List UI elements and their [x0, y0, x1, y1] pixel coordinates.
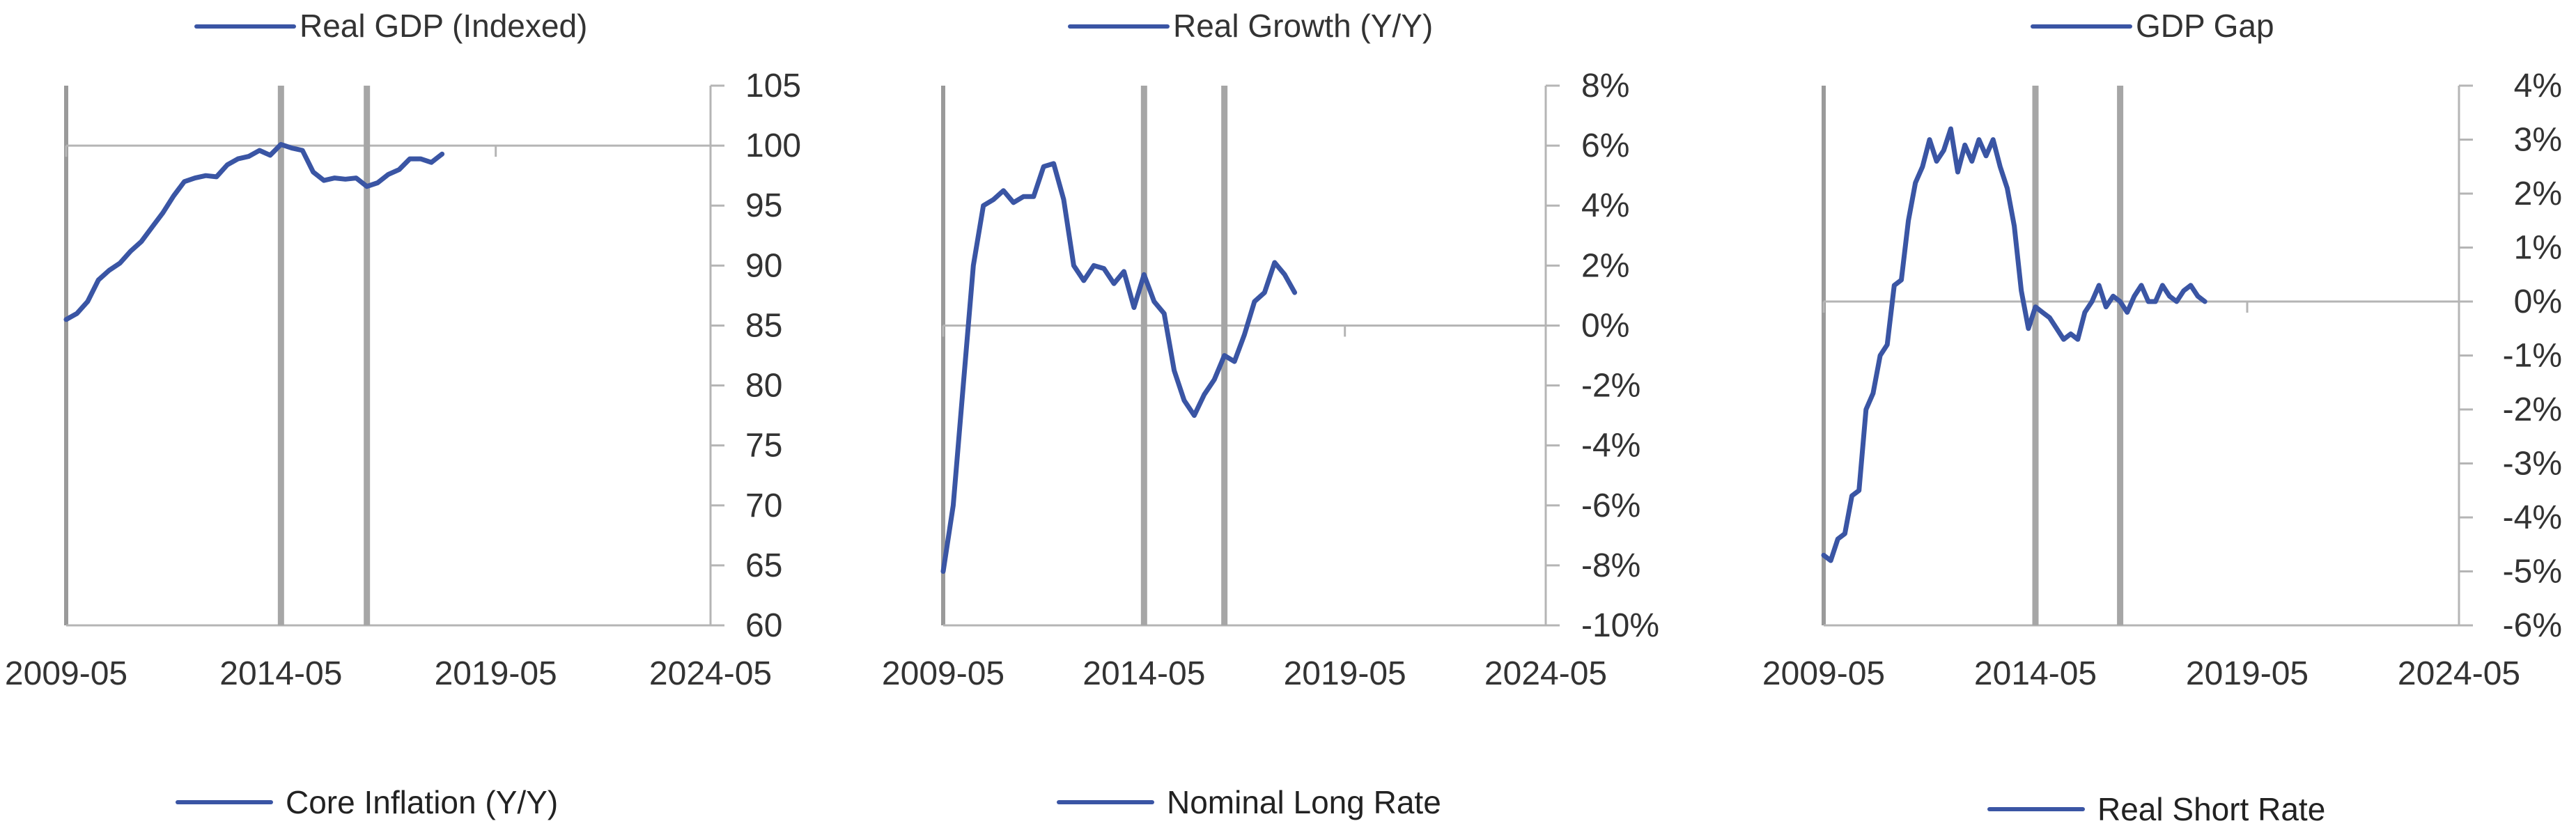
- series-line: [63, 141, 445, 322]
- y-tick-label: -4%: [1581, 428, 1640, 464]
- series-line: [940, 161, 1298, 574]
- chart-svg: Real Growth (Y/Y) 8% 6% 4% 2% 0% -2% -4% -6% -8% -…: [882, 8, 1659, 692]
- legend-label: Real Growth (Y/Y): [1173, 8, 1433, 44]
- chart-svg: Real GDP (Indexed) 105 100 95 90 85 80 75 70 65 60…: [5, 8, 801, 692]
- y-tick-label: 70: [745, 487, 782, 524]
- x-tick-label: 2014-05: [1083, 655, 1205, 692]
- y-tick-label: 4%: [1581, 187, 1629, 224]
- x-tick-label: 2014-05: [1974, 655, 2097, 692]
- chart-real-growth: Real Growth (Y/Y) 8% 6% 4% 2% 0% -2% -4% -6% -8% -…: [860, 0, 1719, 822]
- legend-label: Nominal Long Rate: [1167, 784, 1441, 820]
- y-tick-label: 6%: [1581, 127, 1629, 164]
- legend-label: Core Inflation (Y/Y): [286, 784, 559, 820]
- x-tick-label: 2009-05: [5, 655, 127, 692]
- y-tick-label: 80: [745, 368, 782, 405]
- chart-gdp-gap: GDP Gap 4% 3% 2% 1% 0% -1% -2% -3% -4% -5% -6% 2009-…: [1719, 0, 2576, 822]
- y-tick-label: 1%: [2514, 230, 2562, 267]
- y-tick-label: 2%: [1581, 247, 1629, 284]
- y-tick-label: 95: [745, 187, 782, 224]
- legend-label: Real Short Rate: [2097, 791, 2326, 827]
- legend-label: GDP Gap: [2136, 8, 2274, 44]
- y-tick-label: -5%: [2503, 554, 2562, 591]
- legend-nominal-long-rate: Nominal Long Rate: [1057, 783, 1441, 821]
- legend-label: Real GDP (Indexed): [300, 8, 587, 44]
- chart-svg: GDP Gap 4% 3% 2% 1% 0% -1% -2% -3% -4% -5% -6% 2009-…: [1762, 8, 2562, 692]
- y-tick-label: 100: [745, 127, 801, 164]
- y-tick-label: 90: [745, 247, 782, 284]
- legend-swatch: [1057, 800, 1154, 804]
- legend-real-short-rate: Real Short Rate: [1987, 790, 2325, 828]
- chart-real-gdp: Real GDP (Indexed) 105 100 95 90 85 80 75 70 65 60…: [0, 0, 860, 822]
- y-tick-label: -2%: [2503, 391, 2562, 428]
- y-tick-label: 105: [745, 68, 801, 104]
- y-tick-label: 0%: [2514, 283, 2562, 320]
- y-tick-label: 85: [745, 307, 782, 344]
- series-line: [1821, 126, 2208, 563]
- x-tick-label: 2009-05: [1762, 655, 1885, 692]
- y-tick-label: -10%: [1581, 607, 1659, 644]
- y-tick-label: 8%: [1581, 68, 1629, 104]
- y-tick-label: -8%: [1581, 547, 1640, 584]
- y-tick-label: 3%: [2514, 122, 2562, 159]
- y-tick-label: -6%: [1581, 487, 1640, 524]
- legend-core-inflation: Core Inflation (Y/Y): [176, 783, 558, 821]
- x-tick-label: 2024-05: [2398, 655, 2520, 692]
- y-tick-label: 4%: [2514, 68, 2562, 104]
- x-tick-label: 2019-05: [2186, 655, 2309, 692]
- x-tick-label: 2009-05: [882, 655, 1004, 692]
- y-tick-label: 2%: [2514, 175, 2562, 212]
- y-tick-label: -3%: [2503, 446, 2562, 483]
- x-tick-label: 2019-05: [435, 655, 557, 692]
- x-tick-label: 2024-05: [649, 655, 772, 692]
- y-tick-label: -4%: [2503, 499, 2562, 536]
- y-tick-label: -6%: [2503, 607, 2562, 644]
- x-tick-label: 2024-05: [1484, 655, 1607, 692]
- legend-swatch: [176, 800, 273, 804]
- y-tick-label: 75: [745, 428, 782, 464]
- y-tick-label: -1%: [2503, 338, 2562, 375]
- y-tick-label: -2%: [1581, 368, 1640, 405]
- x-tick-label: 2014-05: [219, 655, 342, 692]
- y-tick-label: 60: [745, 607, 782, 644]
- y-tick-label: 65: [745, 547, 782, 584]
- legend-swatch: [1987, 807, 2085, 811]
- y-tick-label: 0%: [1581, 307, 1629, 344]
- x-tick-label: 2019-05: [1284, 655, 1406, 692]
